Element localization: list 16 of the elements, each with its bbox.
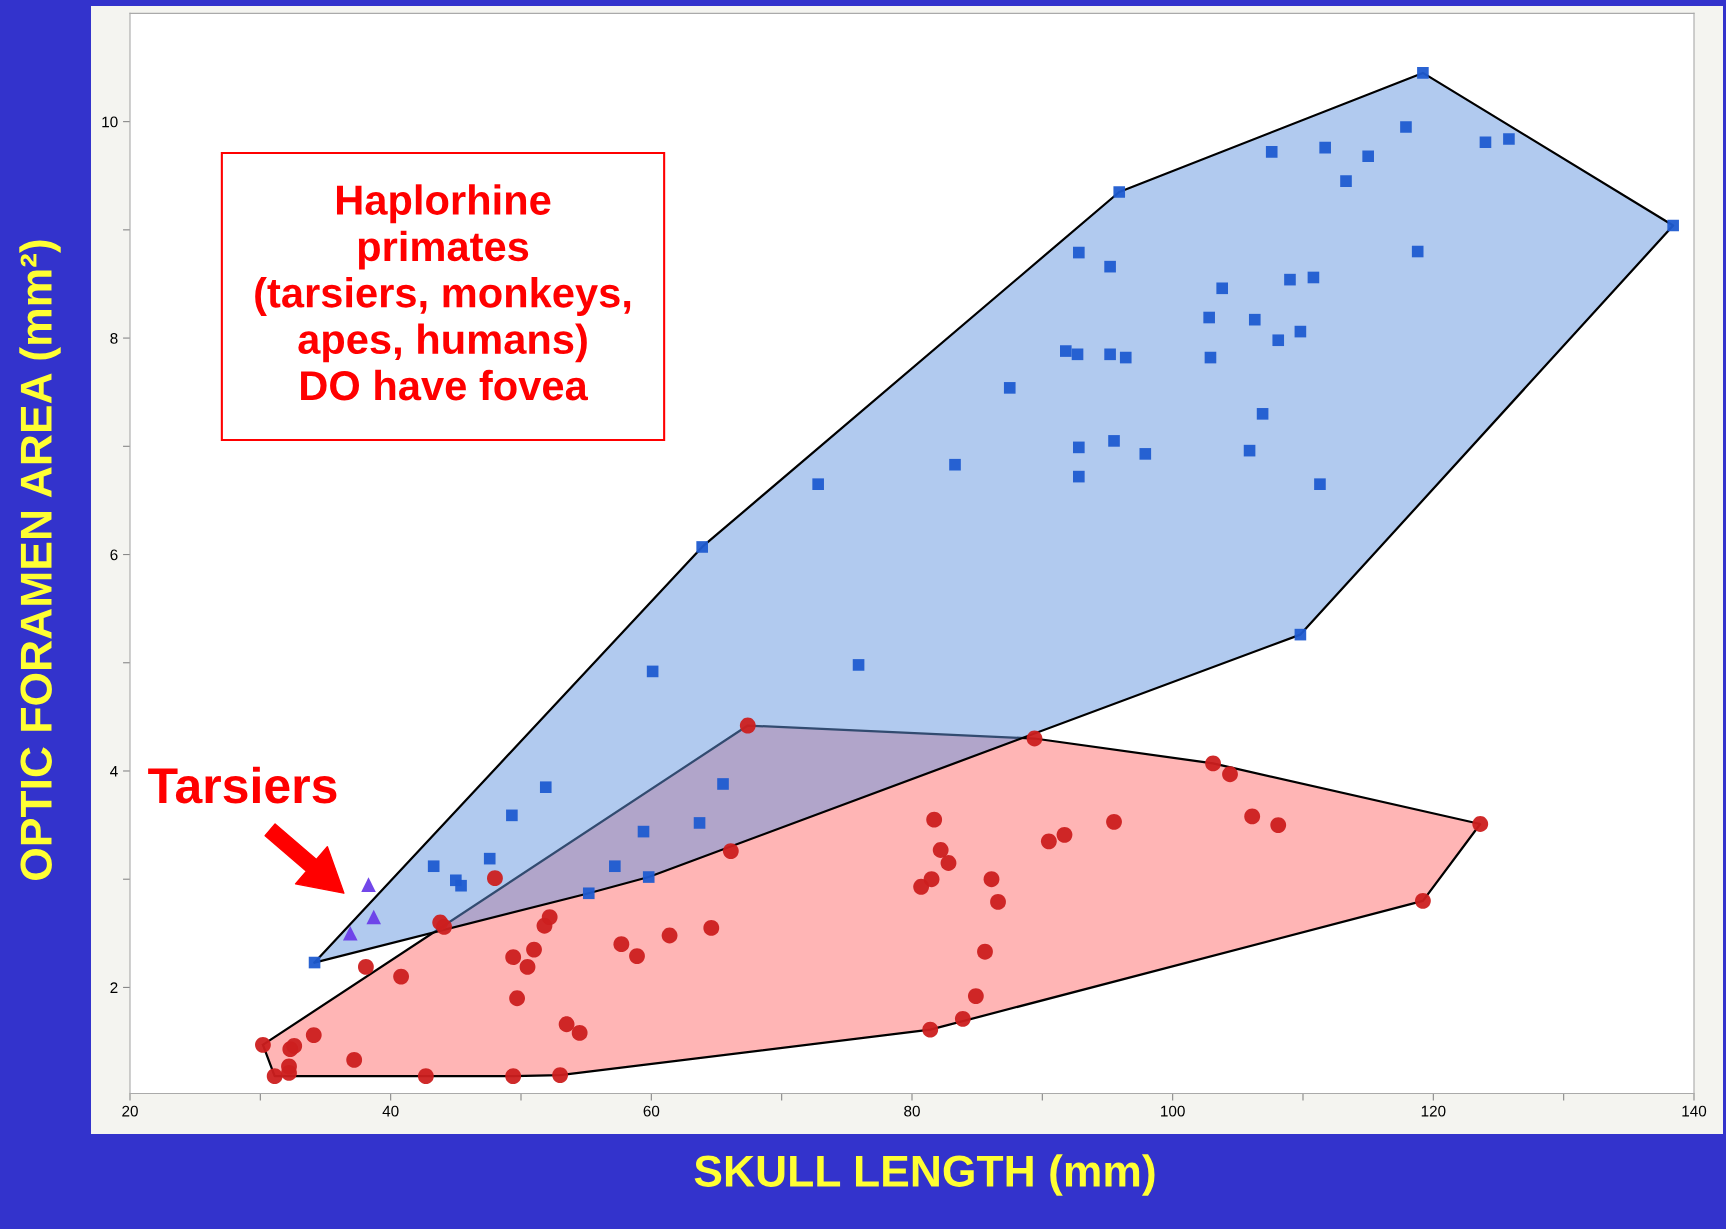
y-tick-label: 4 (110, 766, 118, 777)
x-axis-title: SKULL LENGTH (mm) (694, 1154, 1155, 1196)
annotation: Haplorhine primates (tarsiers, monkeys, apes, humans) DO have fovea (255, 184, 631, 401)
x-tick-label: 40 (382, 1105, 399, 1117)
y-tick-label: 6 (110, 549, 118, 561)
x-tick-label: 60 (643, 1105, 660, 1117)
y-tick-label: 2 (110, 982, 118, 993)
annotation: Tarsiers (148, 766, 337, 804)
y-axis-title: OPTIC FORAMEN AREA (mm²) (19, 240, 61, 880)
y-tick-label: 8 (110, 332, 118, 344)
x-tick-label: 80 (904, 1105, 920, 1117)
x-tick-label: 140 (1682, 1105, 1707, 1117)
x-tick-label: 20 (122, 1105, 138, 1117)
x-tick-label: 120 (1421, 1105, 1446, 1117)
x-tick-label: 100 (1161, 1105, 1185, 1117)
y-tick-label: 10 (102, 116, 118, 128)
